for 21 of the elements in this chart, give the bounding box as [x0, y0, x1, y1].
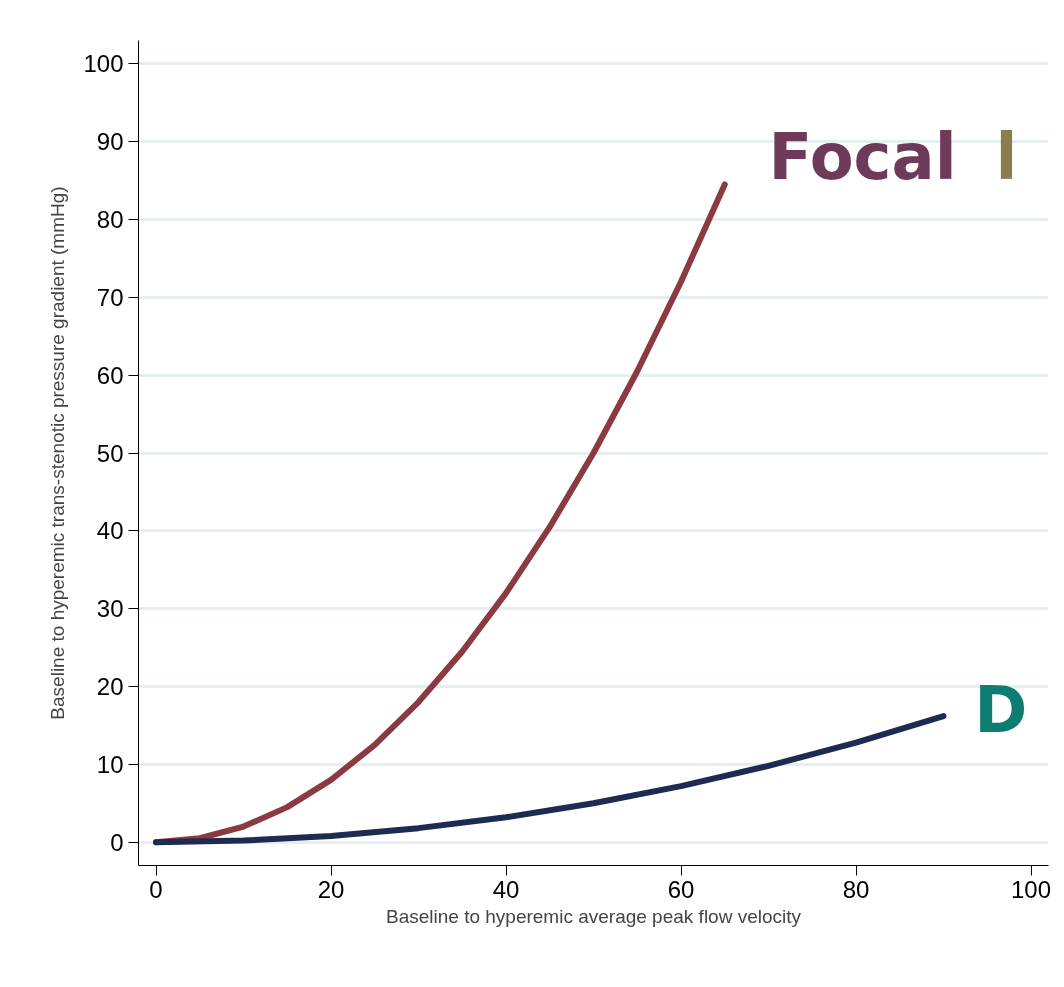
- annotation: Focal l: [768, 120, 1018, 195]
- x-tick-label: 20: [317, 875, 345, 903]
- y-tick-label: 100: [83, 50, 124, 78]
- y-tick-label: 60: [96, 361, 124, 389]
- y-tick-label: 0: [110, 828, 124, 856]
- annotation: D: [974, 672, 1028, 747]
- x-axis-title: Baseline to hyperemic average peak flow velocity: [385, 905, 802, 927]
- y-axis-title: Baseline to hyperemic trans-stenotic pressure gradient (mmHg): [47, 186, 69, 720]
- y-tick-label: 20: [96, 672, 124, 700]
- y-tick-label: 10: [96, 750, 124, 778]
- y-tick-label: 80: [96, 206, 124, 234]
- y-tick-label: 90: [96, 128, 124, 156]
- y-tick-label: 40: [96, 517, 124, 545]
- x-tick-label: 0: [149, 875, 163, 903]
- y-tick-label: 50: [96, 439, 124, 467]
- x-tick-label: 60: [667, 875, 695, 903]
- y-tick-label: 30: [96, 595, 124, 623]
- y-tick-label: 70: [96, 283, 124, 311]
- x-tick-label: 80: [842, 875, 870, 903]
- x-tick-label: 40: [492, 875, 520, 903]
- x-tick-label: 100: [1010, 875, 1052, 903]
